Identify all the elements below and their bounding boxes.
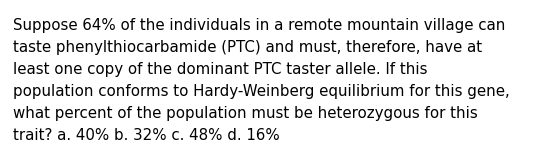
Text: taste phenylthiocarbamide (PTC) and must, therefore, have at: taste phenylthiocarbamide (PTC) and must… — [13, 40, 482, 55]
Text: what percent of the population must be heterozygous for this: what percent of the population must be h… — [13, 106, 478, 121]
Text: Suppose 64% of the individuals in a remote mountain village can: Suppose 64% of the individuals in a remo… — [13, 18, 506, 33]
Text: least one copy of the dominant PTC taster allele. If this: least one copy of the dominant PTC taste… — [13, 62, 427, 77]
Text: population conforms to Hardy-Weinberg equilibrium for this gene,: population conforms to Hardy-Weinberg eq… — [13, 84, 510, 99]
Text: trait? a. 40% b. 32% c. 48% d. 16%: trait? a. 40% b. 32% c. 48% d. 16% — [13, 128, 280, 143]
